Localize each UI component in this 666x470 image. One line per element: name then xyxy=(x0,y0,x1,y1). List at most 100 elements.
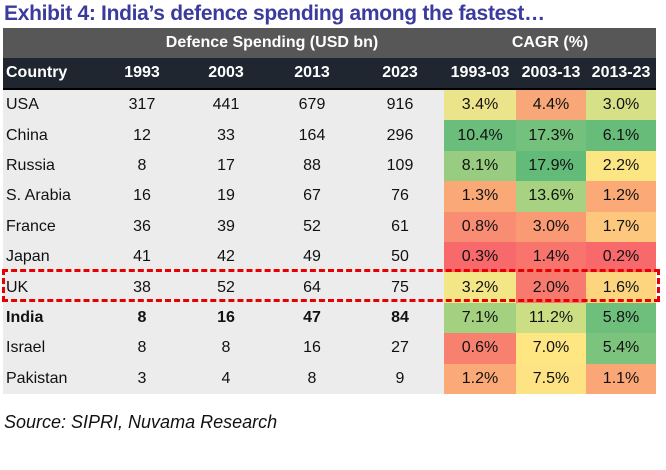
spending-cell: 8 xyxy=(268,363,356,394)
exhibit-title: Exhibit 4: India’s defence spending amon… xyxy=(4,2,545,25)
cagr-cell: 0.2% xyxy=(586,241,657,273)
spending-cell: 52 xyxy=(184,272,268,303)
cagr-cell: 13.6% xyxy=(516,181,587,212)
spending-cell: 12 xyxy=(100,120,184,151)
country-cell: S. Arabia xyxy=(3,181,100,212)
cagr-cell: 3.2% xyxy=(444,272,517,303)
cagr-cell: 11.2% xyxy=(516,302,587,334)
spending-cell: 84 xyxy=(356,302,445,334)
spending-cell: 39 xyxy=(184,211,268,242)
spending-group-header: Defence Spending (USD bn) xyxy=(100,28,445,58)
spending-cell: 52 xyxy=(268,211,356,242)
spending-cell: 16 xyxy=(184,302,268,334)
cagr-cell: 2.2% xyxy=(586,150,657,182)
spending-cell: 17 xyxy=(184,150,268,182)
spending-cell: 4 xyxy=(184,363,268,394)
table-row: India 8 16 47 84 7.1% 11.2% 5.8% xyxy=(3,302,657,334)
column-header: 2013-23 xyxy=(586,58,657,90)
table-row: Israel 8 8 16 27 0.6% 7.0% 5.4% xyxy=(3,333,657,364)
country-cell: France xyxy=(3,211,100,242)
spending-cell: 16 xyxy=(100,181,184,212)
spending-cell: 916 xyxy=(356,89,445,121)
spending-cell: 8 xyxy=(100,333,184,364)
country-cell: China xyxy=(3,120,100,151)
country-cell: Israel xyxy=(3,333,100,364)
column-header: 2013 xyxy=(268,58,356,90)
spending-cell: 64 xyxy=(268,272,356,303)
spending-cell: 8 xyxy=(184,333,268,364)
spending-cell: 41 xyxy=(100,241,184,273)
spending-cell: 38 xyxy=(100,272,184,303)
country-cell: Japan xyxy=(3,241,100,273)
country-cell: India xyxy=(3,302,100,334)
cagr-cell: 1.1% xyxy=(586,363,657,394)
column-header: 1993 xyxy=(100,58,184,90)
cagr-cell: 3.4% xyxy=(444,89,517,121)
source-note: Source: SIPRI, Nuvama Research xyxy=(4,412,278,432)
cagr-cell: 17.9% xyxy=(516,150,587,182)
country-cell: USA xyxy=(3,89,100,121)
cagr-cell: 0.3% xyxy=(444,241,517,273)
cagr-cell: 3.0% xyxy=(516,211,587,242)
cagr-cell: 0.8% xyxy=(444,211,517,242)
cagr-cell: 3.0% xyxy=(586,89,657,121)
cagr-cell: 7.5% xyxy=(516,363,587,394)
table-row: Pakistan 3 4 8 9 1.2% 7.5% 1.1% xyxy=(3,363,657,394)
spending-cell: 9 xyxy=(356,363,445,394)
spending-cell: 317 xyxy=(100,89,184,121)
table-row: Japan 41 42 49 50 0.3% 1.4% 0.2% xyxy=(3,241,657,273)
cagr-cell: 10.4% xyxy=(444,120,517,151)
cagr-cell: 4.4% xyxy=(516,89,587,121)
cagr-cell: 5.4% xyxy=(586,333,657,364)
uk-highlight-box xyxy=(2,269,660,302)
spending-cell: 441 xyxy=(184,89,268,121)
defence-spending-table: Defence Spending (USD bn) CAGR (%) Count… xyxy=(3,28,657,394)
table-row: UK 38 52 64 75 3.2% 2.0% 1.6% xyxy=(3,272,657,303)
table-row: France 36 39 52 61 0.8% 3.0% 1.7% xyxy=(3,211,657,242)
cagr-cell: 1.4% xyxy=(516,241,587,273)
spending-cell: 109 xyxy=(356,150,445,182)
spending-cell: 36 xyxy=(100,211,184,242)
cagr-cell: 17.3% xyxy=(516,120,587,151)
spending-cell: 8 xyxy=(100,150,184,182)
spending-cell: 19 xyxy=(184,181,268,212)
cagr-cell: 6.1% xyxy=(586,120,657,151)
country-cell: Russia xyxy=(3,150,100,182)
spending-cell: 47 xyxy=(268,302,356,334)
spending-cell: 49 xyxy=(268,241,356,273)
spending-cell: 76 xyxy=(356,181,445,212)
cagr-cell: 1.6% xyxy=(586,272,657,303)
column-header-row: Country 1993 2003 2013 2023 1993-03 2003-13 201… xyxy=(3,58,657,90)
cagr-cell: 7.0% xyxy=(516,333,587,364)
cagr-cell: 7.1% xyxy=(444,302,517,334)
country-cell: Pakistan xyxy=(3,363,100,394)
cagr-cell: 8.1% xyxy=(444,150,517,182)
column-header: Country xyxy=(3,58,100,90)
spending-cell: 61 xyxy=(356,211,445,242)
spending-cell: 50 xyxy=(356,241,445,273)
cagr-cell: 5.8% xyxy=(586,302,657,334)
cagr-cell: 1.3% xyxy=(444,181,517,212)
table-row: USA 317 441 679 916 3.4% 4.4% 3.0% xyxy=(3,89,657,121)
cagr-group-header: CAGR (%) xyxy=(444,28,657,58)
cagr-cell: 1.2% xyxy=(444,363,517,394)
spending-cell: 3 xyxy=(100,363,184,394)
spending-cell: 16 xyxy=(268,333,356,364)
spending-cell: 296 xyxy=(356,120,445,151)
country-cell: UK xyxy=(3,272,100,303)
spending-cell: 88 xyxy=(268,150,356,182)
column-header: 2003 xyxy=(184,58,268,90)
group-header-row: Defence Spending (USD bn) CAGR (%) xyxy=(3,28,657,58)
table-row: Russia 8 17 88 109 8.1% 17.9% 2.2% xyxy=(3,150,657,182)
table-row: S. Arabia 16 19 67 76 1.3% 13.6% 1.2% xyxy=(3,181,657,212)
column-header: 2003-13 xyxy=(516,58,587,90)
cagr-cell: 1.7% xyxy=(586,211,657,242)
spending-cell: 8 xyxy=(100,302,184,334)
spending-cell: 27 xyxy=(356,333,445,364)
cagr-cell: 1.2% xyxy=(586,181,657,212)
spending-cell: 75 xyxy=(356,272,445,303)
column-header: 1993-03 xyxy=(444,58,517,90)
spending-cell: 679 xyxy=(268,89,356,121)
column-header: 2023 xyxy=(356,58,445,90)
cagr-cell: 0.6% xyxy=(444,333,517,364)
